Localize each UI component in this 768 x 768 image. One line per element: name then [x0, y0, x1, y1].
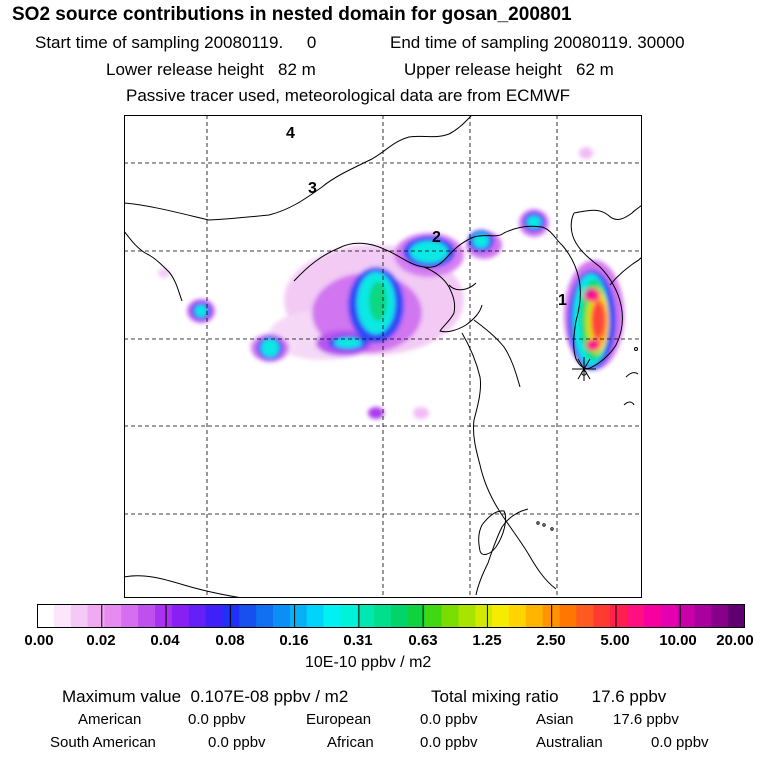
- upper-height-label: Upper release height 62 m: [404, 60, 614, 79]
- asian-value: 17.6 ppbv: [613, 711, 679, 728]
- marker-4: 4: [286, 125, 295, 142]
- map-frame: [124, 115, 642, 598]
- concentration-plumes: [158, 147, 624, 419]
- colorbar-swatch: [424, 604, 443, 628]
- colorbar-swatch: [677, 604, 695, 628]
- end-time-label: End time of sampling 20080119. 30000: [390, 33, 685, 52]
- colorbar-swatch: [121, 604, 139, 628]
- marker-2: 2: [432, 229, 441, 246]
- colorbar-swatch: [53, 604, 72, 628]
- colorbar-swatch: [188, 604, 207, 628]
- australian-value: 0.0 ppbv: [651, 734, 709, 751]
- colorbar-swatch: [138, 604, 156, 628]
- colorbar-swatch: [407, 604, 426, 628]
- colorbar-swatch: [492, 604, 510, 628]
- colorbar-border: [37, 604, 745, 628]
- marker-1: 1: [558, 292, 567, 309]
- colorbar-swatch: [509, 604, 527, 628]
- colorbar-swatch: [391, 604, 409, 628]
- european-label: European: [306, 711, 372, 728]
- colorbar-swatch: [458, 604, 476, 628]
- south-american-value: 0.0 ppbv: [208, 734, 266, 751]
- colorbar-swatch: [627, 604, 645, 628]
- colorbar-swatch: [610, 604, 628, 628]
- lat-lon-grid: [124, 115, 642, 598]
- colorbar-swatch: [289, 604, 308, 628]
- marker-3: 3: [308, 180, 317, 197]
- african-label: African: [327, 734, 374, 751]
- american-label: American: [78, 711, 142, 728]
- colorbar-swatch: [340, 604, 358, 628]
- colorbar-tick: 1.25: [472, 632, 502, 649]
- asian-label: Asian: [536, 711, 574, 728]
- colorbar: [37, 604, 746, 628]
- colorbar-tick: 0.08: [215, 632, 245, 649]
- colorbar-tick: 0.16: [279, 632, 309, 649]
- colorbar-swatch: [694, 604, 712, 628]
- colorbar-swatch: [37, 604, 55, 628]
- lower-height-label: Lower release height 82 m: [106, 60, 316, 79]
- colorbar-tick: 5.00: [600, 632, 630, 649]
- colorbar-swatch: [70, 604, 89, 628]
- colorbar-swatch: [273, 604, 291, 628]
- colorbar-swatch: [525, 604, 544, 628]
- colorbar-swatch: [306, 604, 325, 628]
- colorbar-tick: 2.50: [536, 632, 566, 649]
- colorbar-swatch: [323, 604, 341, 628]
- colorbar-swatch: [711, 604, 729, 628]
- colorbar-swatch: [576, 604, 594, 628]
- colorbar-swatch: [104, 604, 122, 628]
- australian-label: Australian: [536, 734, 603, 751]
- total-mixing-label: Total mixing ratio 17.6 ppbv: [431, 687, 667, 706]
- colorbar-swatch: [728, 604, 746, 628]
- max-value-label: Maximum value 0.107E-08 ppbv / m2: [62, 687, 349, 706]
- south-american-label: South American: [50, 734, 156, 751]
- colorbar-swatch: [475, 604, 493, 628]
- tracer-note: Passive tracer used, meteorological data…: [126, 86, 571, 105]
- colorbar-tick: 0.02: [86, 632, 116, 649]
- coastlines: [124, 115, 642, 598]
- colorbar-swatches: [37, 604, 746, 628]
- colorbar-swatch: [256, 604, 274, 628]
- colorbar-swatch: [239, 604, 257, 628]
- colorbar-tick: 0.04: [150, 632, 180, 649]
- colorbar-swatch: [357, 604, 375, 628]
- map-panel: 1 2 3 4: [124, 115, 642, 598]
- colorbar-swatch: [643, 604, 662, 628]
- receptor-asterisk: [572, 357, 596, 381]
- colorbar-tick: 10.00: [659, 632, 697, 649]
- colorbar-swatch: [441, 604, 459, 628]
- japan-coast: [625, 372, 639, 378]
- colorbar-tick: 0.31: [343, 632, 373, 649]
- colorbar-unit: 10E-10 ppbv / m2: [305, 654, 432, 671]
- american-value: 0.0 ppbv: [188, 711, 246, 728]
- taiwan-outline: [478, 510, 507, 555]
- colorbar-tick: 20.00: [716, 632, 754, 649]
- colorbar-swatch: [593, 604, 611, 628]
- colorbar-swatch: [660, 604, 679, 628]
- colorbar-swatch: [155, 604, 173, 628]
- colorbar-swatch: [205, 604, 223, 628]
- colorbar-swatch: [222, 604, 240, 628]
- chart-title: SO2 source contributions in nested domai…: [12, 4, 572, 25]
- african-value: 0.0 ppbv: [420, 734, 478, 751]
- colorbar-tick: 0.63: [408, 632, 438, 649]
- colorbar-swatch: [171, 604, 190, 628]
- colorbar-swatch: [559, 604, 577, 628]
- european-value: 0.0 ppbv: [420, 711, 478, 728]
- colorbar-tick: 0.00: [24, 632, 54, 649]
- japan-coast-2: [623, 401, 635, 406]
- colorbar-swatch: [374, 604, 392, 628]
- start-time-label: Start time of sampling 20080119. 0: [35, 33, 317, 52]
- colorbar-swatch: [87, 604, 105, 628]
